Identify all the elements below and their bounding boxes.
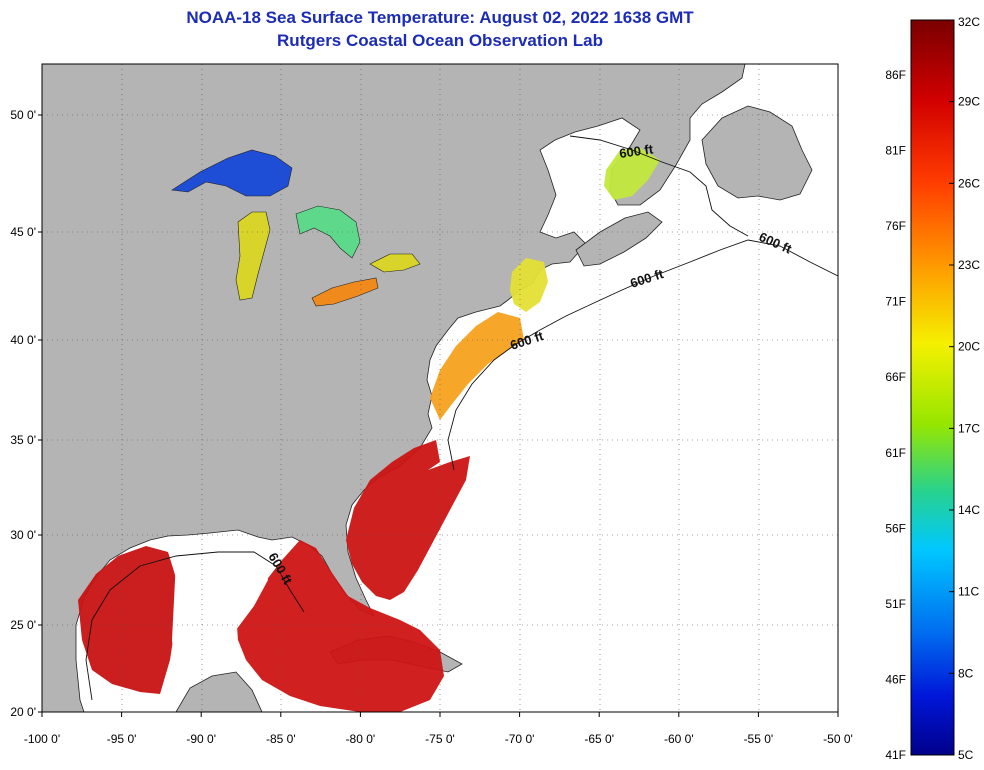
colorbar-celsius-label: 23C (958, 258, 980, 272)
lat-tick-label: 20 0' (10, 705, 36, 719)
sst-eastern-gulf (236, 540, 444, 712)
colorbar-celsius-label: 29C (958, 95, 980, 109)
lat-lon-grid (42, 64, 838, 712)
land-nova-scotia (575, 211, 663, 267)
lat-tick-label: 50 0' (10, 108, 36, 122)
lon-tick-label: -50 0' (823, 732, 853, 746)
lake-superior (171, 149, 293, 197)
longitude-axis: -100 0' -95 0' -90 0' -85 0' -80 0' -75 0' -70… (24, 712, 853, 746)
lon-tick-label: -85 0' (266, 732, 296, 746)
colorbar-labels: 32C 29C 26C 23C 20C 17C 14C 11C 8C 5C 86F 81F 76F 71F… (885, 15, 980, 762)
colorbar-fahrenheit-label: 71F (885, 295, 906, 309)
lat-tick-label: 30 0' (10, 528, 36, 542)
lon-tick-label: -90 0' (186, 732, 216, 746)
sst-southeast-shelf (346, 440, 470, 600)
colorbar-fahrenheit-label: 46F (885, 672, 906, 686)
land-yucatan (175, 671, 263, 712)
colorbar-fahrenheit-label: 61F (885, 446, 906, 460)
isobath-600ft-line (447, 239, 838, 471)
sst-mid-atlantic (430, 312, 524, 420)
isobath-600ft-line-north (569, 135, 749, 237)
colorbar-celsius-label: 26C (958, 176, 980, 190)
lat-tick-label: 45 0' (10, 225, 36, 239)
lon-tick-label: -70 0' (505, 732, 535, 746)
lake-michigan (235, 211, 271, 301)
latitude-axis: 20 0' 25 0' 30 0' 35 0' 40 0' 45 0' 50 0' (10, 108, 42, 719)
lat-tick-label: 35 0' (10, 433, 36, 447)
map-subtitle: Rutgers Coastal Ocean Observation Lab (277, 31, 603, 50)
lon-tick-label: -65 0' (584, 732, 614, 746)
isobath-600ft-line-gulf (85, 551, 305, 701)
colorbar-fahrenheit-label: 86F (885, 68, 906, 82)
colorbar-fahrenheit-label: 66F (885, 370, 906, 384)
colorbar-celsius-label: 8C (958, 666, 974, 680)
cloud-gap (172, 548, 268, 680)
land-newfoundland (701, 105, 813, 201)
lake-ontario (369, 253, 421, 273)
colorbar-fahrenheit-label: 41F (885, 748, 906, 762)
colorbar-fahrenheit-label: 51F (885, 597, 906, 611)
colorbar (910, 19, 955, 756)
lon-tick-label: -100 0' (24, 732, 60, 746)
lon-tick-label: -75 0' (425, 732, 455, 746)
lat-tick-label: 25 0' (10, 618, 36, 632)
isobath-label: 600 ft (618, 141, 654, 161)
colorbar-celsius-label: 32C (958, 15, 980, 29)
colorbar-fahrenheit-label: 56F (885, 521, 906, 535)
lon-tick-label: -60 0' (664, 732, 694, 746)
lat-tick-label: 40 0' (10, 333, 36, 347)
lon-tick-label: -80 0' (346, 732, 376, 746)
colorbar-fahrenheit-label: 76F (885, 219, 906, 233)
colorbar-celsius-label: 17C (958, 421, 980, 435)
sst-gulf-of-mexico (78, 546, 176, 694)
map-title: NOAA-18 Sea Surface Temperature: August … (186, 8, 694, 27)
colorbar-celsius-label: 14C (958, 503, 980, 517)
sst-gulf-of-st-lawrence (604, 148, 660, 200)
sst-gulf-of-maine (510, 258, 548, 312)
lake-erie (311, 277, 379, 307)
colorbar-celsius-label: 20C (958, 340, 980, 354)
colorbar-celsius-label: 5C (958, 748, 974, 762)
colorbar-fahrenheit-label: 81F (885, 144, 906, 158)
colorbar-celsius-label: 11C (958, 585, 979, 599)
lon-tick-label: -95 0' (107, 732, 137, 746)
lon-tick-label: -55 0' (744, 732, 774, 746)
